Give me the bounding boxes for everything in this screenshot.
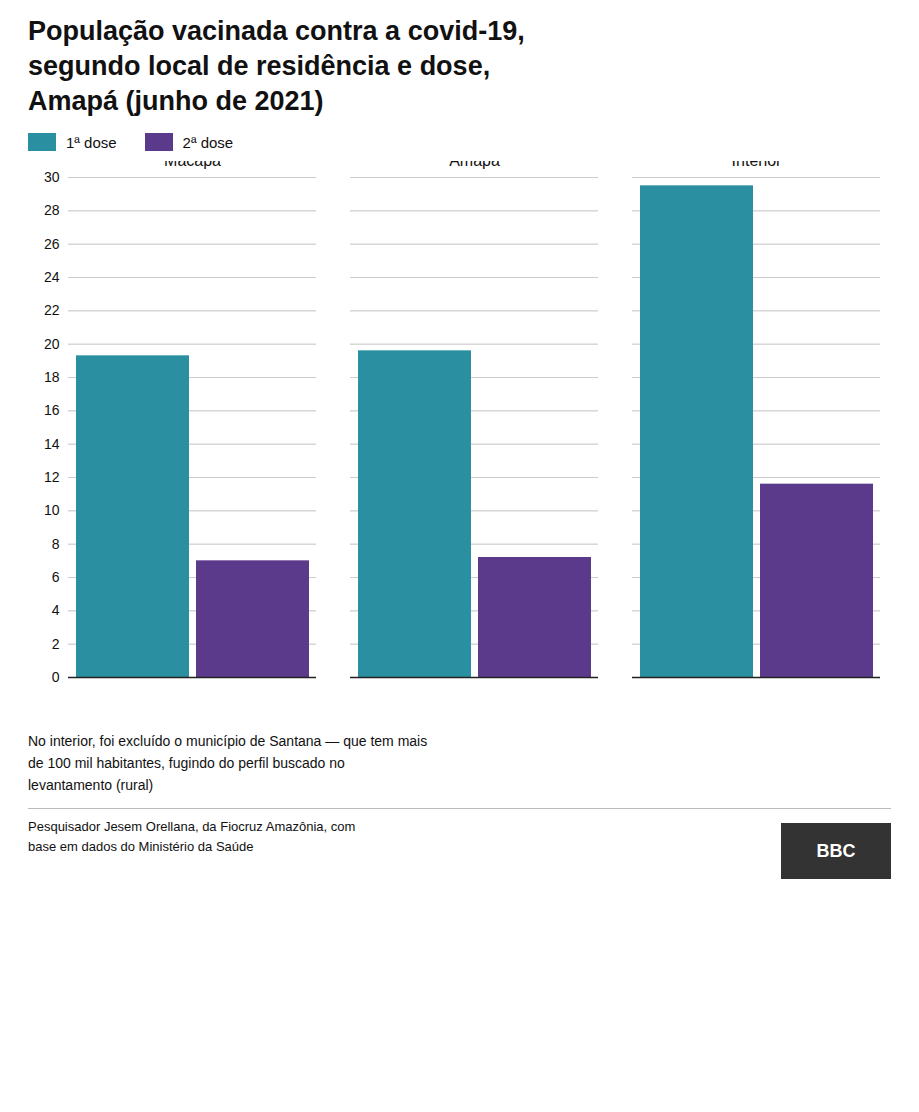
svg-text:Interior: Interior	[732, 161, 782, 169]
svg-text:Amapá: Amapá	[449, 161, 500, 169]
svg-text:6: 6	[52, 569, 60, 585]
html-text:No interior, foi excluído o mu: No interior, foi excluído o município de…	[28, 733, 428, 793]
svg-text:4: 4	[52, 603, 60, 619]
svg-text:28: 28	[44, 203, 60, 219]
svg-text:14: 14	[44, 436, 60, 452]
svg-text:30: 30	[44, 169, 60, 185]
svg-text:12: 12	[44, 469, 60, 485]
svg-text:22: 22	[44, 303, 60, 319]
svg-text:Macapá: Macapá	[164, 161, 221, 169]
svg-text:8: 8	[52, 536, 60, 552]
svg-text:26: 26	[44, 236, 60, 252]
svg-text:2: 2	[52, 636, 60, 652]
html-text:População vacinada contra a co: População vacinada contra a covid-19, se…	[28, 16, 525, 117]
svg-text:18: 18	[44, 369, 60, 385]
svg-text:0: 0	[52, 669, 60, 685]
html-text:Pesquisador Jesem Orellana, da: Pesquisador Jesem Orellana, da Fiocruz A…	[28, 819, 356, 855]
svg-text:24: 24	[44, 269, 60, 285]
svg-text:16: 16	[44, 403, 60, 419]
html-text:2ª dose: 2ª dose	[182, 133, 234, 151]
html-text:1ª dose: 1ª dose	[66, 133, 117, 151]
svg-text:10: 10	[44, 503, 60, 519]
html-text:BBC: BBC	[816, 840, 856, 861]
svg-text:20: 20	[44, 336, 60, 352]
